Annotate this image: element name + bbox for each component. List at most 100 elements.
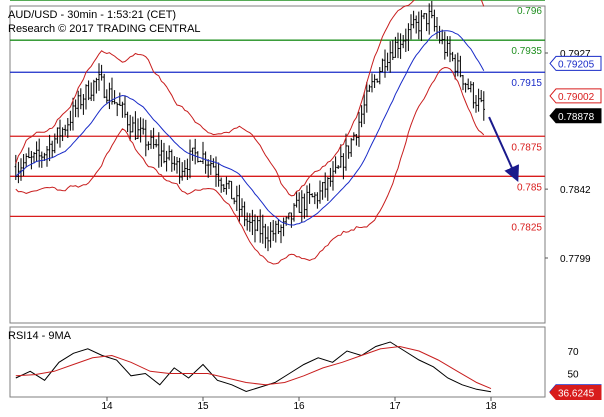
candle <box>165 150 168 172</box>
candle <box>144 119 147 157</box>
candle <box>92 79 95 102</box>
candle <box>441 29 444 45</box>
candle <box>352 132 355 141</box>
candle <box>420 10 423 42</box>
candle <box>350 137 353 157</box>
x-tick-label-1: 15 <box>197 401 209 412</box>
candle <box>264 223 267 249</box>
candle <box>378 67 381 85</box>
candle <box>339 144 342 168</box>
candle <box>456 52 459 77</box>
candle <box>467 78 470 90</box>
price-tag-1-text: 0.79002 <box>558 92 595 103</box>
candle <box>194 138 197 165</box>
candle <box>40 151 43 168</box>
candle <box>311 193 314 198</box>
candle <box>326 177 329 201</box>
candle <box>53 133 56 154</box>
price-tag-0-text: 0.79205 <box>558 59 595 70</box>
candle <box>248 213 251 232</box>
candle <box>386 52 389 71</box>
rsi-panel <box>9 326 546 398</box>
candle <box>238 184 241 222</box>
candle <box>433 9 436 32</box>
candle <box>477 88 480 112</box>
candle <box>66 118 69 138</box>
candle <box>32 151 36 164</box>
candle <box>430 0 433 19</box>
candle <box>337 165 340 169</box>
candle <box>474 95 478 113</box>
level-label-2: 0.7915 <box>511 78 542 89</box>
price-tag-0-box <box>549 55 602 71</box>
candle <box>25 153 28 168</box>
candle <box>214 156 218 187</box>
candle <box>188 139 192 179</box>
candle <box>305 185 309 218</box>
candle <box>308 183 311 204</box>
x-tick-label-4: 18 <box>485 401 497 412</box>
candle <box>243 201 246 227</box>
candle <box>116 102 119 117</box>
candle <box>376 78 379 83</box>
candle <box>472 82 475 109</box>
candle <box>45 146 49 167</box>
level-label-1: 0.7935 <box>511 46 542 57</box>
candle <box>355 133 358 146</box>
candle <box>428 3 431 35</box>
candle <box>100 64 103 81</box>
candle <box>204 151 207 174</box>
candle <box>170 149 173 172</box>
price-tag-1-box <box>549 88 602 104</box>
x-tick-label-0: 14 <box>101 401 113 412</box>
price-layer: 0.796 0.7935 0.7915 0.7875 0.785 0.7825 0.7927… <box>10 0 602 412</box>
candle <box>454 54 457 80</box>
candle <box>118 92 121 106</box>
candle <box>142 118 145 135</box>
candle <box>90 82 93 101</box>
candle <box>126 111 129 132</box>
candle <box>168 145 171 161</box>
y-tick-label-0: 0.7927 <box>560 49 591 60</box>
candle <box>365 81 368 113</box>
candle <box>38 138 41 168</box>
candle <box>131 116 134 133</box>
candle <box>251 209 254 236</box>
candle <box>105 89 108 104</box>
candle <box>71 97 75 131</box>
price-tag-0: 0.79205 <box>549 55 602 71</box>
candle <box>183 160 186 177</box>
candle <box>446 36 449 57</box>
y-tick-label-2: 0.7799 <box>560 254 591 265</box>
candle <box>415 15 418 34</box>
rsi-y-tick-1: 50 <box>567 370 579 381</box>
candle <box>82 94 85 115</box>
candle <box>30 150 33 170</box>
candle <box>389 41 392 73</box>
candle <box>394 36 397 58</box>
candle <box>69 110 72 131</box>
level-label-5: 0.7825 <box>511 222 542 233</box>
candle <box>412 10 415 29</box>
candle <box>181 162 184 181</box>
candle <box>295 191 298 208</box>
candle <box>103 73 106 99</box>
candle <box>175 157 179 174</box>
candle <box>178 157 181 184</box>
candle <box>240 198 244 217</box>
candle <box>269 222 272 248</box>
candle <box>404 28 407 52</box>
candle <box>207 159 210 178</box>
candle <box>443 31 446 60</box>
forecast-arrow <box>488 116 520 183</box>
candle <box>147 141 150 151</box>
candle <box>461 75 465 91</box>
candle <box>321 181 324 200</box>
candle <box>149 130 153 149</box>
candle <box>58 119 62 148</box>
candle <box>139 117 142 143</box>
candle <box>272 220 275 241</box>
candle <box>318 180 322 204</box>
candle <box>157 132 160 168</box>
